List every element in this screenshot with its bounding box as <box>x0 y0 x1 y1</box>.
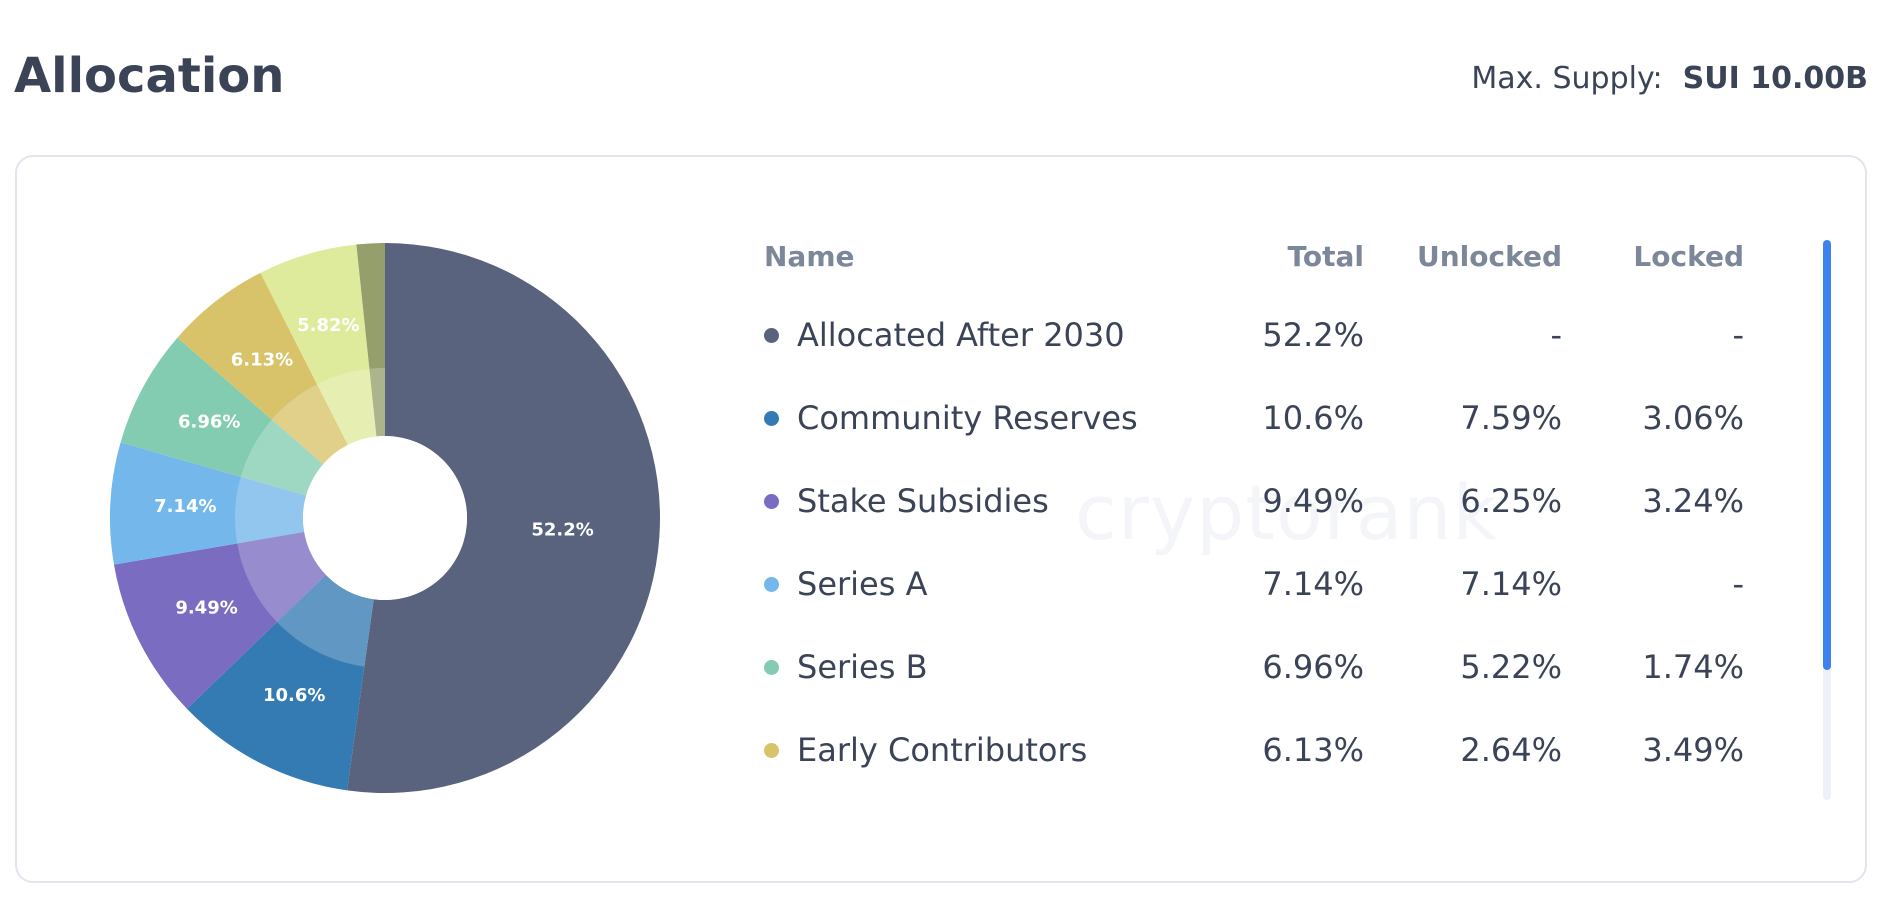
table-row[interactable]: Allocated After 2030 52.2% - - <box>764 296 1784 379</box>
pie-slice-inner-band <box>317 368 377 445</box>
row-unlocked: 7.59% <box>1460 399 1562 437</box>
row-locked: 3.49% <box>1642 731 1744 769</box>
pie-slice-label: 10.6% <box>263 685 325 706</box>
pie-slice-label: 9.49% <box>175 597 237 618</box>
row-unlocked: 7.14% <box>1460 565 1562 603</box>
row-unlocked: 2.64% <box>1460 731 1562 769</box>
pie-slice[interactable] <box>113 531 326 709</box>
legend-dot <box>764 742 779 758</box>
row-locked: 3.24% <box>1642 482 1744 520</box>
row-total: 6.13% <box>1262 731 1364 769</box>
row-locked: - <box>1732 316 1744 354</box>
pie-slice[interactable] <box>177 272 348 465</box>
table-row[interactable]: Series B 6.96% 5.22% 1.74% <box>764 628 1784 711</box>
row-unlocked: - <box>1550 316 1562 354</box>
row-locked: 3.06% <box>1642 399 1744 437</box>
legend-dot <box>764 493 779 509</box>
column-header-unlocked[interactable]: Unlocked <box>1416 240 1562 273</box>
pie-slice-label: 6.13% <box>231 349 293 370</box>
row-total: 7.14% <box>1262 565 1364 603</box>
table-row[interactable]: Series A 7.14% 7.14% - <box>764 545 1784 628</box>
pie-slice-inner-band <box>271 384 348 465</box>
pie-slice-label: 52.2% <box>531 519 593 540</box>
row-name: Series A <box>797 565 928 603</box>
row-name: Series B <box>797 648 928 686</box>
column-header-total[interactable]: Total <box>1287 240 1365 273</box>
legend-dot <box>764 410 779 426</box>
allocation-donut-chart: 52.2% 10.6% 9.49% 7.14% 6.96% 6.13%5.82% <box>110 243 660 793</box>
table-scrollbar-thumb[interactable] <box>1823 240 1831 670</box>
table-row[interactable]: Stake Subsidies 9.49% 6.25% 3.24% <box>764 462 1784 545</box>
allocation-table: Name Total Unlocked Locked Allocated Aft… <box>764 240 1784 794</box>
pie-slice-inner-band <box>276 574 374 667</box>
pie-slice-label: 5.82% <box>297 315 359 336</box>
table-row[interactable]: Early Contributors 6.13% 2.64% 3.49% <box>764 711 1784 794</box>
pie-slice-inner-band <box>237 531 326 623</box>
row-locked: 1.74% <box>1642 648 1744 686</box>
pie-slice-label: 6.96% <box>178 412 240 433</box>
row-total: 10.6% <box>1262 399 1364 437</box>
row-name: Community Reserves <box>797 399 1138 437</box>
donut-hole <box>303 436 467 600</box>
watermark-text: cryptorank <box>1075 468 1498 557</box>
column-header-name[interactable]: Name <box>764 240 855 273</box>
legend-dot <box>764 576 779 592</box>
max-supply: Max. Supply: SUI 10.00B <box>1471 64 1868 94</box>
row-locked: - <box>1732 565 1744 603</box>
table-header: Name Total Unlocked Locked <box>764 240 1784 296</box>
pie-slice[interactable] <box>260 244 377 445</box>
pie-slice-inner-band <box>369 368 385 437</box>
row-unlocked: 5.22% <box>1460 648 1562 686</box>
row-unlocked: 6.25% <box>1460 482 1562 520</box>
pie-slice[interactable] <box>120 337 324 496</box>
column-header-locked[interactable]: Locked <box>1633 240 1744 273</box>
row-total: 52.2% <box>1262 316 1364 354</box>
pie-slice-label: 7.14% <box>154 496 216 517</box>
legend-dot <box>764 327 779 343</box>
pie-slice[interactable] <box>356 243 385 437</box>
max-supply-label: Max. Supply: <box>1471 61 1663 96</box>
table-row[interactable]: Community Reserves 10.6% 7.59% 3.06% <box>764 379 1784 462</box>
row-total: 6.96% <box>1262 648 1364 686</box>
row-name: Stake Subsidies <box>797 482 1049 520</box>
pie-slice-inner-band <box>240 419 324 496</box>
row-name: Early Contributors <box>797 731 1088 769</box>
page-title: Allocation <box>14 48 285 104</box>
pie-slice[interactable] <box>186 574 374 791</box>
row-name: Allocated After 2030 <box>797 316 1125 354</box>
allocation-card <box>15 155 1867 883</box>
pie-slice[interactable] <box>110 442 307 565</box>
table-scrollbar[interactable] <box>1823 240 1831 800</box>
max-supply-value: SUI 10.00B <box>1682 61 1868 96</box>
legend-dot <box>764 659 779 675</box>
pie-slice[interactable] <box>347 243 660 793</box>
pie-slice-inner-band <box>235 476 307 544</box>
row-total: 9.49% <box>1262 482 1364 520</box>
